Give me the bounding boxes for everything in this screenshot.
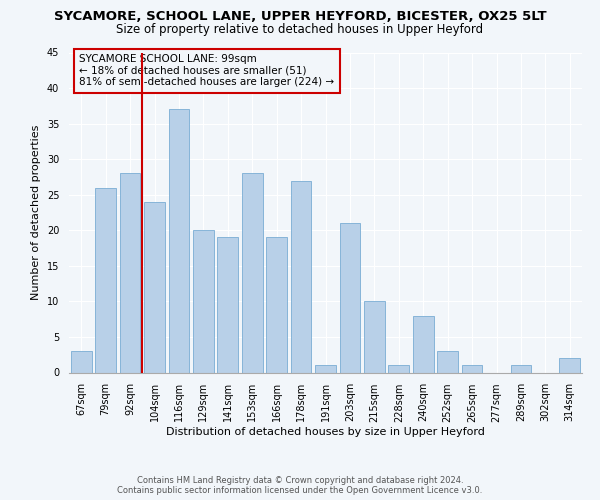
Bar [559, 358, 580, 372]
Bar [340, 223, 361, 372]
Bar [242, 174, 263, 372]
Bar [193, 230, 214, 372]
Bar [461, 366, 482, 372]
Text: Contains HM Land Registry data © Crown copyright and database right 2024.
Contai: Contains HM Land Registry data © Crown c… [118, 476, 482, 495]
Bar [95, 188, 116, 372]
Bar [169, 110, 190, 372]
Y-axis label: Number of detached properties: Number of detached properties [31, 125, 41, 300]
Text: Size of property relative to detached houses in Upper Heyford: Size of property relative to detached ho… [116, 22, 484, 36]
Bar [388, 366, 409, 372]
Bar [266, 238, 287, 372]
Bar [437, 351, 458, 372]
X-axis label: Distribution of detached houses by size in Upper Heyford: Distribution of detached houses by size … [166, 428, 485, 438]
Bar [315, 366, 336, 372]
Bar [71, 351, 92, 372]
Bar [364, 302, 385, 372]
Bar [217, 238, 238, 372]
Bar [290, 180, 311, 372]
Text: SYCAMORE, SCHOOL LANE, UPPER HEYFORD, BICESTER, OX25 5LT: SYCAMORE, SCHOOL LANE, UPPER HEYFORD, BI… [53, 10, 547, 23]
Bar [119, 174, 140, 372]
Text: SYCAMORE SCHOOL LANE: 99sqm
← 18% of detached houses are smaller (51)
81% of sem: SYCAMORE SCHOOL LANE: 99sqm ← 18% of det… [79, 54, 334, 88]
Bar [144, 202, 165, 372]
Bar [511, 366, 532, 372]
Bar [413, 316, 434, 372]
